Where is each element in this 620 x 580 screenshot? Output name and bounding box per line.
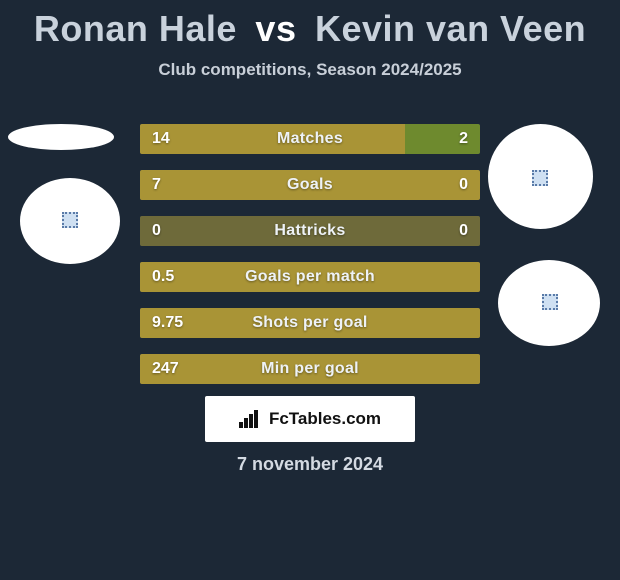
comparison-chart: 142Matches 70Goals 00Hattricks 0.5Goals per… bbox=[140, 124, 480, 400]
stat-row: 142Matches bbox=[140, 124, 480, 154]
stat-label: Goals bbox=[140, 170, 480, 200]
stat-row: 9.75Shots per goal bbox=[140, 308, 480, 338]
player-a-name: Ronan Hale bbox=[34, 8, 237, 49]
stat-label: Goals per match bbox=[140, 262, 480, 292]
stat-label: Shots per goal bbox=[140, 308, 480, 338]
stat-label: Matches bbox=[140, 124, 480, 154]
stat-row: 0.5Goals per match bbox=[140, 262, 480, 292]
brand-bars-icon bbox=[239, 410, 261, 428]
footer-date: 7 november 2024 bbox=[0, 454, 620, 475]
stat-row: 00Hattricks bbox=[140, 216, 480, 246]
page-title: Ronan Hale vs Kevin van Veen bbox=[0, 0, 620, 50]
brand-text: FcTables.com bbox=[269, 409, 381, 429]
stat-row: 70Goals bbox=[140, 170, 480, 200]
subtitle: Club competitions, Season 2024/2025 bbox=[0, 60, 620, 80]
decor-ellipse bbox=[8, 124, 114, 150]
placeholder-badge-icon bbox=[532, 170, 548, 186]
placeholder-badge-icon bbox=[62, 212, 78, 228]
brand-card[interactable]: FcTables.com bbox=[205, 396, 415, 442]
stat-label: Min per goal bbox=[140, 354, 480, 384]
vs-separator: vs bbox=[255, 8, 296, 49]
player-b-name: Kevin van Veen bbox=[315, 8, 586, 49]
placeholder-badge-icon bbox=[542, 294, 558, 310]
stat-row: 247Min per goal bbox=[140, 354, 480, 384]
stat-label: Hattricks bbox=[140, 216, 480, 246]
